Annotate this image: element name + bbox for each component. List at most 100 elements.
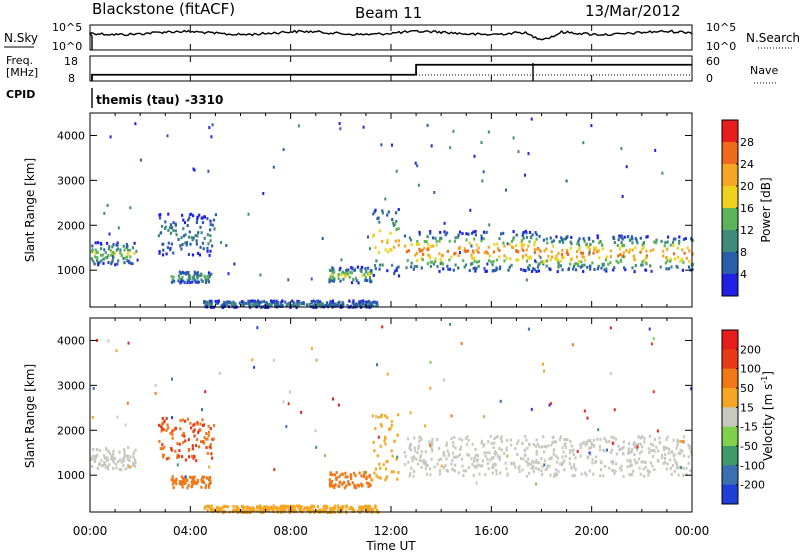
data-pixel	[431, 236, 435, 240]
data-pixel	[342, 505, 345, 509]
data-pixel	[339, 279, 342, 283]
data-pixel	[416, 242, 419, 246]
data-pixel	[645, 249, 648, 253]
data-pixel	[378, 462, 381, 466]
data-pixel	[123, 261, 126, 265]
power-colorbar-label: Power [dB]	[759, 177, 773, 242]
data-pixel	[525, 438, 528, 442]
data-pixel	[416, 240, 419, 243]
data-pixel	[609, 451, 612, 454]
data-pixel	[403, 450, 406, 454]
data-pixel	[593, 248, 596, 252]
freq-right-tick-top: 60	[706, 55, 720, 68]
data-pixel	[564, 438, 567, 441]
data-pixel	[453, 239, 456, 243]
data-pixel	[542, 238, 545, 242]
data-pixel	[387, 210, 390, 214]
data-pixel	[406, 437, 410, 441]
data-pixel	[475, 453, 478, 457]
data-pixel	[328, 280, 331, 284]
data-pixel	[252, 506, 255, 510]
sparse-pixel	[136, 258, 139, 262]
data-pixel	[238, 509, 241, 513]
data-pixel	[468, 453, 471, 457]
data-pixel	[199, 422, 202, 426]
sparse-pixel	[430, 144, 433, 148]
data-pixel	[595, 246, 598, 250]
data-pixel	[166, 246, 169, 250]
y-tick-label: 1000	[57, 469, 85, 482]
data-pixel	[386, 475, 389, 479]
data-pixel	[412, 469, 416, 473]
data-pixel	[196, 276, 199, 280]
data-pixel	[654, 437, 657, 441]
data-pixel	[333, 473, 336, 477]
data-pixel	[564, 445, 568, 449]
data-pixel	[439, 258, 442, 262]
data-pixel	[643, 258, 646, 262]
sparse-pixel	[382, 211, 384, 215]
data-pixel	[103, 454, 106, 458]
y-tick-label: 3000	[57, 174, 85, 187]
data-pixel	[503, 452, 506, 456]
data-pixel	[360, 265, 363, 269]
data-pixel	[642, 460, 645, 464]
data-pixel	[117, 460, 120, 464]
data-pixel	[161, 422, 164, 426]
data-pixel	[181, 418, 184, 422]
data-pixel	[448, 258, 451, 262]
data-pixel	[561, 249, 564, 252]
data-pixel	[560, 236, 563, 240]
data-pixel	[170, 478, 173, 482]
sparse-pixel	[288, 390, 291, 394]
data-pixel	[419, 249, 422, 253]
data-pixel	[427, 253, 430, 257]
sparse-pixel	[300, 410, 303, 414]
data-pixel	[177, 237, 180, 241]
data-pixel	[221, 509, 224, 513]
data-pixel	[474, 447, 477, 451]
data-pixel	[186, 279, 190, 283]
data-pixel	[331, 479, 334, 483]
data-pixel	[167, 456, 170, 460]
data-pixel	[232, 504, 235, 508]
data-pixel	[477, 264, 480, 268]
sparse-pixel	[188, 455, 190, 459]
data-pixel	[493, 242, 496, 246]
data-pixel	[648, 470, 651, 474]
data-pixel	[468, 241, 471, 245]
data-pixel	[591, 261, 594, 265]
freq-label-line2: [MHz]	[6, 66, 38, 79]
data-pixel	[349, 477, 353, 480]
data-pixel	[603, 436, 606, 440]
data-pixel	[659, 265, 662, 269]
sparse-pixel	[443, 221, 446, 225]
noise-sky-line	[88, 29, 693, 50]
data-pixel	[276, 506, 279, 510]
data-pixel	[613, 266, 616, 270]
data-pixel	[572, 453, 575, 456]
data-pixel	[634, 443, 637, 447]
data-pixel	[457, 471, 460, 475]
data-pixel	[423, 240, 426, 243]
data-pixel	[500, 448, 503, 452]
data-pixel	[675, 466, 679, 470]
data-pixel	[570, 242, 573, 246]
data-pixel	[325, 301, 329, 305]
data-pixel	[341, 472, 344, 476]
data-pixel	[491, 465, 494, 469]
data-pixel	[195, 221, 198, 224]
sparse-pixel	[117, 226, 120, 230]
data-pixel	[203, 436, 206, 440]
data-pixel	[181, 275, 184, 279]
data-pixel	[381, 209, 384, 213]
data-pixel	[386, 241, 389, 245]
data-pixel	[653, 240, 656, 244]
data-pixel	[524, 269, 527, 273]
data-pixel	[348, 299, 351, 303]
data-pixel	[473, 237, 476, 241]
data-pixel	[195, 272, 199, 276]
colorbar-swatch	[722, 120, 738, 143]
data-pixel	[555, 254, 558, 258]
data-pixel	[369, 301, 372, 305]
